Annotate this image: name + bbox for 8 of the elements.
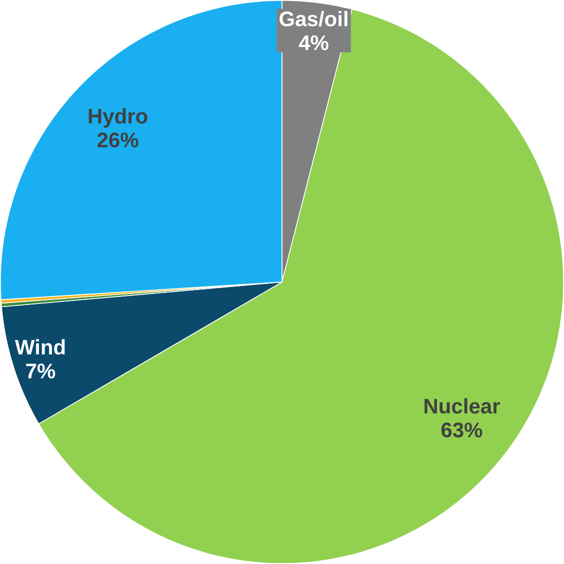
- data-label: 7%: [26, 364, 56, 378]
- slice-label: Hydro: [88, 108, 148, 128]
- data-label: 63%: [441, 422, 482, 438]
- data-label: 4%: [298, 35, 328, 50]
- data-label: 26%: [97, 132, 138, 148]
- slice-label: Wind: [14, 339, 65, 355]
- slice-label: Nuclear: [424, 398, 500, 414]
- slice-label: Gas/oil: [280, 10, 348, 27]
